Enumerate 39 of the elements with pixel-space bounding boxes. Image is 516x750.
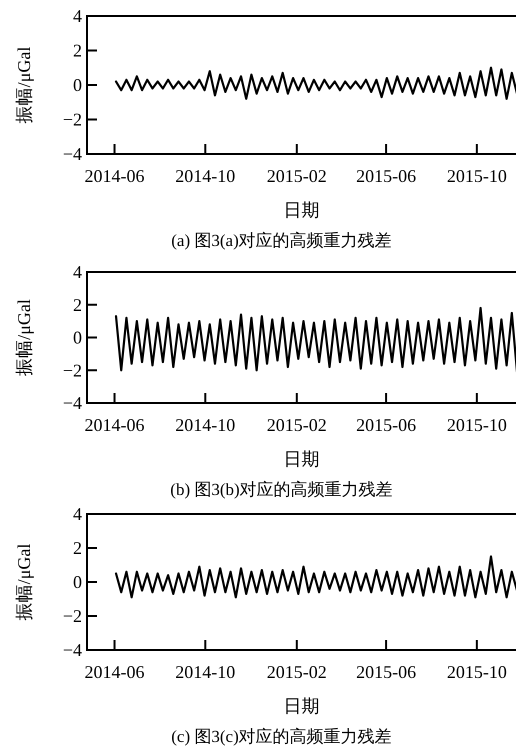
x-tick-label: 2014-06 <box>84 662 145 682</box>
text: (b) 图3(b)对应的高频重力残差 <box>170 480 393 499</box>
y-axis-title: 振幅/μGal <box>14 299 34 376</box>
y-tick-label: −2 <box>62 110 82 130</box>
y-tick-label: −4 <box>62 640 82 660</box>
y-tick-label: −2 <box>62 360 82 380</box>
x-tick-label: 2014-06 <box>84 166 145 186</box>
x-tick-label: 2015-02 <box>266 662 327 682</box>
y-tick-label: 0 <box>73 75 82 95</box>
y-tick-label: 2 <box>73 40 82 60</box>
x-tick-label: 2014-10 <box>175 166 236 186</box>
y-tick-label: 2 <box>73 294 82 315</box>
y-tick-label: 0 <box>73 328 82 348</box>
y-tick-label: 4 <box>73 6 82 26</box>
y-tick-label: −4 <box>62 144 82 164</box>
text: (c) 图3(c)对应的高频重力残差 <box>171 727 392 746</box>
y-tick-label: 2 <box>73 538 82 558</box>
x-tick-label: 2014-06 <box>84 415 145 435</box>
x-tick-label: 2015-06 <box>356 662 416 682</box>
x-tick-label: 2015-10 <box>446 415 507 435</box>
y-axis-title: 振幅/μGal <box>14 544 34 620</box>
x-tick-label: 2015-02 <box>266 166 327 186</box>
x-tick-label: 2015-06 <box>356 166 416 186</box>
text: (a) 图3(a)对应的高频重力残差 <box>171 231 392 250</box>
x-axis-title: 日期 <box>284 200 320 220</box>
y-tick-label: 4 <box>73 262 82 282</box>
y-tick-label: 0 <box>73 572 82 592</box>
y-tick-label: −4 <box>62 393 82 413</box>
x-tick-label: 2015-06 <box>356 415 416 435</box>
y-axis-title: 振幅/μGal <box>14 46 34 124</box>
x-tick-label: 2015-10 <box>446 166 507 186</box>
y-tick-label: 4 <box>73 504 82 524</box>
x-tick-label: 2014-10 <box>175 662 236 682</box>
y-tick-label: −2 <box>62 606 82 626</box>
x-tick-label: 2015-02 <box>266 415 327 435</box>
x-axis-title: 日期 <box>284 449 320 469</box>
x-tick-label: 2015-10 <box>446 662 507 682</box>
x-axis-title: 日期 <box>284 696 320 716</box>
x-tick-label: 2014-10 <box>175 415 236 435</box>
